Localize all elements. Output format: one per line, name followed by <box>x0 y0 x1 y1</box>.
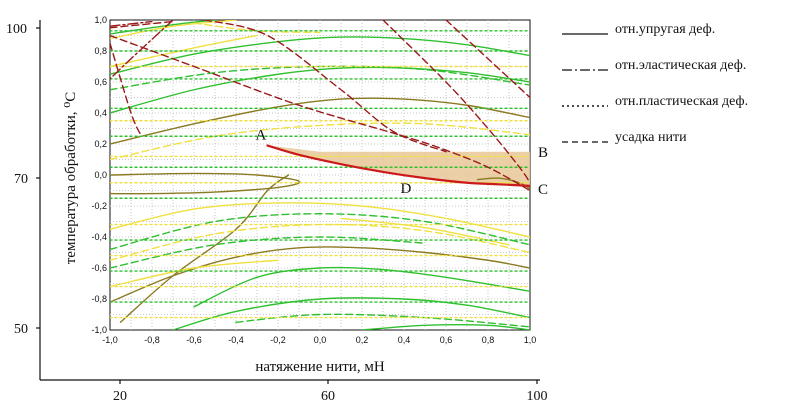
outer-y-ticks: 100 70 50 <box>6 22 28 337</box>
legend-swatch-dotted <box>562 105 608 107</box>
series-line-7 <box>110 172 301 195</box>
point-label-a: A <box>256 128 267 144</box>
outer-x-ticks: 20 60 100 <box>113 389 548 404</box>
inner-y-tick: 1,0 <box>94 15 107 25</box>
inner-y-tick: -0,2 <box>91 201 107 211</box>
outer-x-tick: 20 <box>113 389 127 404</box>
outer-y-tick: 100 <box>6 22 27 37</box>
legend-swatch-dashed <box>562 141 608 143</box>
y-axis-label: температура обработки, ⁰С <box>63 92 79 265</box>
inner-x-tick: -0,2 <box>270 335 286 345</box>
series-line-48 <box>110 20 153 27</box>
legend-swatch-solid <box>562 33 608 35</box>
legend-swatch-dashdot <box>562 69 608 71</box>
outer-x-tick: 100 <box>527 389 548 404</box>
legend-label: усадка нити <box>615 130 687 145</box>
series-line-13 <box>110 202 530 238</box>
inner-x-ticks: -1,0 -0,8 -0,6 -0,4 -0,2 0,0 0,2 0,4 0,6 0,8 1,0 <box>102 335 536 345</box>
inner-y-tick: 0,6 <box>94 77 107 87</box>
inner-x-tick: -0,4 <box>228 335 244 345</box>
legend-item-elastic: отн.эластическая деф. <box>560 56 805 92</box>
series-line-11 <box>110 20 237 40</box>
legend-label: отн.эластическая деф. <box>615 58 747 73</box>
point-label-c: C <box>538 182 548 198</box>
legend-item-shrinkage: усадка нити <box>560 128 805 164</box>
point-label-d: D <box>401 181 412 197</box>
series-group <box>110 20 530 330</box>
series-line-49 <box>266 144 530 187</box>
inner-y-tick: 0,0 <box>94 170 107 180</box>
outer-y-tick: 50 <box>14 322 28 337</box>
inner-x-tick: 1,0 <box>524 335 537 345</box>
series-line-1 <box>110 66 530 114</box>
series-line-9 <box>110 246 530 303</box>
legend-item-plastic: отн.пластическая деф. <box>560 92 805 128</box>
legend-label: отн.пластическая деф. <box>615 94 749 109</box>
inner-x-tick: 0,2 <box>356 335 369 345</box>
outer-y-tick: 70 <box>14 172 28 187</box>
series-line-6 <box>110 97 530 145</box>
inner-y-tick: 0,8 <box>94 46 107 56</box>
series-line-43 <box>203 20 447 153</box>
series-line-47 <box>110 20 174 80</box>
series-line-19 <box>110 236 426 269</box>
inner-x-tick: 0,0 <box>314 335 327 345</box>
series-line-4 <box>172 297 530 330</box>
inner-x-tick: -1,0 <box>102 335 118 345</box>
inner-x-tick: 0,8 <box>482 335 495 345</box>
series-line-0 <box>110 36 530 75</box>
legend: отн.упругая деф. отн.эластическая деф. о… <box>560 20 805 164</box>
shaded-region <box>267 145 530 186</box>
legend-item-elastic-rel: отн.упругая деф. <box>560 20 805 56</box>
inner-y-tick: -0,4 <box>91 232 107 242</box>
series-line-22 <box>193 22 321 34</box>
series-line-14 <box>110 259 279 288</box>
series-line-42 <box>110 34 530 192</box>
x-axis-label: натяжение нити, мН <box>255 359 384 375</box>
series-line-3 <box>193 266 530 308</box>
series-line-16 <box>110 213 530 251</box>
outer-x-tick: 60 <box>321 389 335 404</box>
series-line-45 <box>445 20 530 99</box>
inner-x-tick: 0,4 <box>398 335 411 345</box>
inner-x-tick: 0,6 <box>440 335 453 345</box>
series-line-5 <box>361 324 530 330</box>
labeled-points: A B C D <box>256 128 549 198</box>
series-line-21 <box>110 122 530 161</box>
inner-x-tick: -0,6 <box>186 335 202 345</box>
series-line-8 <box>119 174 290 323</box>
inner-y-tick: 0,2 <box>94 139 107 149</box>
inner-y-tick: -1,0 <box>91 325 107 335</box>
series-line-41 <box>110 20 174 29</box>
outer-axes <box>36 20 540 384</box>
point-label-b: B <box>538 145 548 161</box>
series-line-44 <box>382 20 530 184</box>
inner-y-ticks: 1,0 0,8 0,6 0,4 0,2 0,0 -0,2 -0,4 -0,6 -0,8 -1,0 <box>91 15 107 335</box>
legend-label: отн.упругая деф. <box>615 22 716 37</box>
inner-y-tick: -0,6 <box>91 263 107 273</box>
inner-y-tick: 0,4 <box>94 108 107 118</box>
inner-x-tick: -0,8 <box>144 335 160 345</box>
series-line-46 <box>110 42 143 137</box>
series-line-12 <box>110 34 258 68</box>
inner-y-tick: -0,8 <box>91 294 107 304</box>
